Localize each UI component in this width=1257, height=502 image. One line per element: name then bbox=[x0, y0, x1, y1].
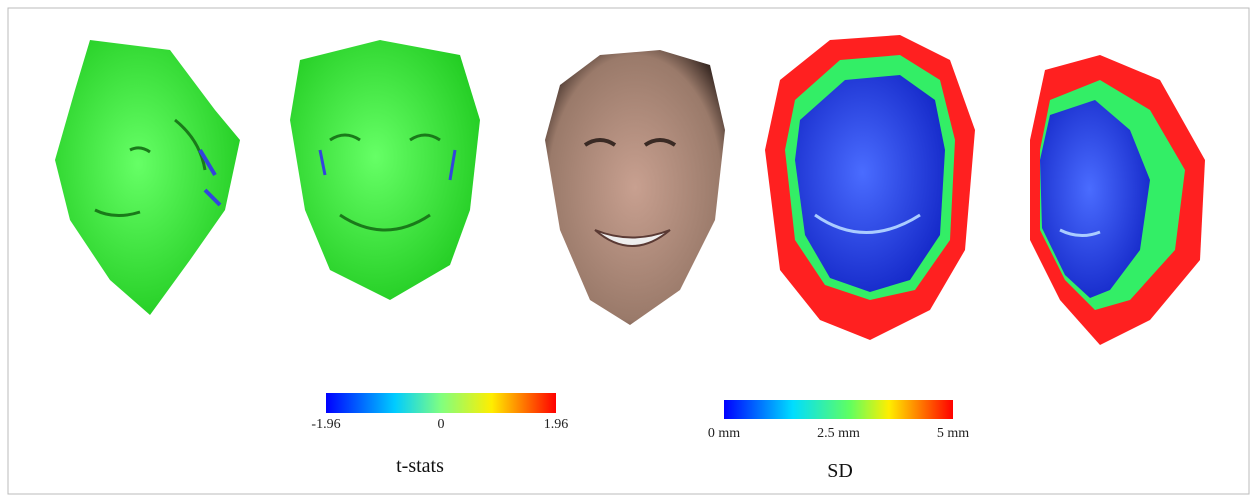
figure: t-stats -1.96 0 1.96 SD 0 mm 2.5 mm 5 mm bbox=[0, 0, 1257, 502]
tick-label: 0 mm bbox=[708, 426, 740, 441]
tick-label: 0 bbox=[438, 417, 445, 432]
tick-label: -1.96 bbox=[311, 417, 340, 432]
colorbar-gradient bbox=[724, 400, 953, 419]
colorbar-title: SD bbox=[827, 460, 853, 482]
tick-label: 1.96 bbox=[544, 417, 569, 432]
colorbar-title: t-stats bbox=[396, 455, 444, 477]
tick-label: 5 mm bbox=[937, 426, 969, 441]
colorbar-gradient bbox=[326, 393, 556, 413]
tick-label: 2.5 mm bbox=[817, 426, 860, 441]
